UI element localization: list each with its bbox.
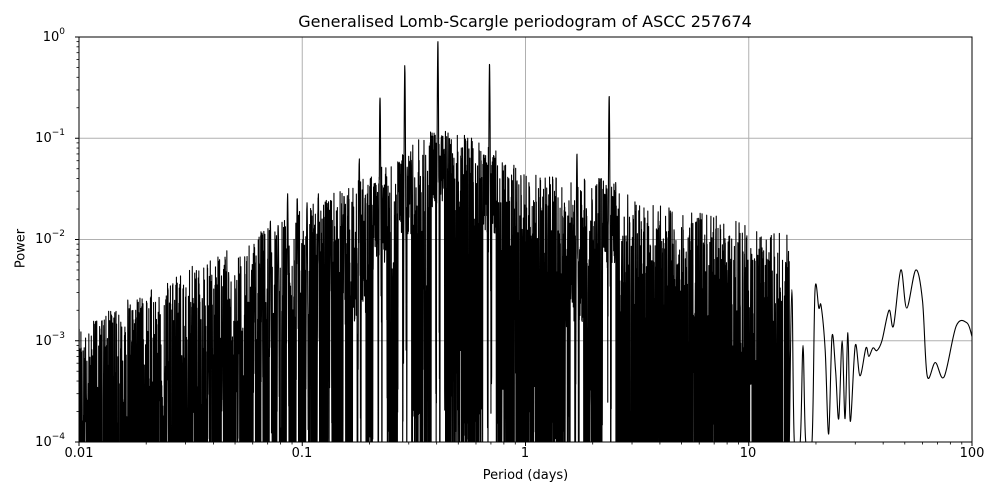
y-axis-label: Power — [13, 228, 29, 269]
x-tick-label: 1 — [520, 446, 530, 461]
y-tick-label: 10−2 — [35, 228, 65, 248]
plot-frame — [78, 36, 973, 443]
periodogram-line — [79, 41, 972, 442]
x-axis-label: Period (days) — [482, 468, 569, 483]
x-tick-label: 0.01 — [64, 446, 94, 461]
y-tick-label: 100 — [42, 26, 65, 46]
y-tick-label: 10−1 — [35, 127, 65, 147]
y-tick-label: 10−4 — [35, 431, 65, 451]
chart-title: Generalised Lomb-Scargle periodogram of … — [298, 12, 752, 31]
x-tick-label: 100 — [959, 446, 985, 461]
x-tick-label: 0.1 — [291, 446, 313, 461]
x-tick-label: 10 — [739, 446, 757, 461]
y-tick-label: 10−3 — [35, 330, 65, 350]
